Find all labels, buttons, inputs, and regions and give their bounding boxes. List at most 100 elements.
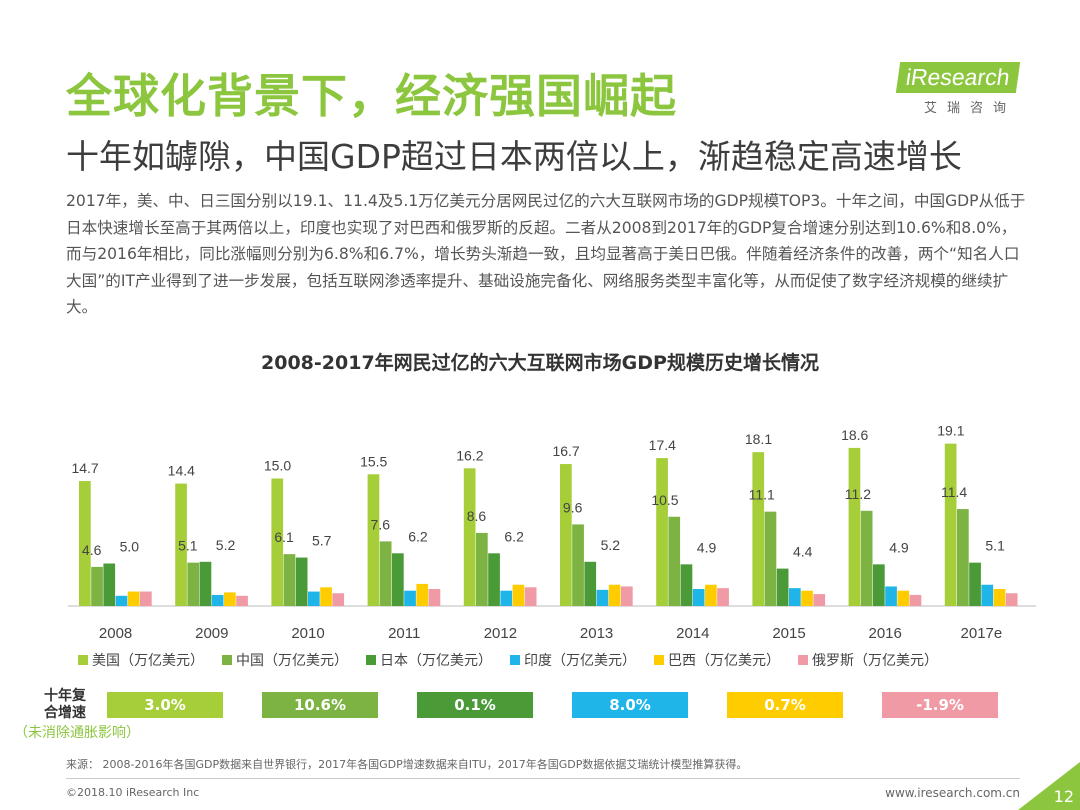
bar-us-2011: [367, 474, 380, 606]
page-number-badge: 12: [1018, 762, 1080, 810]
cagr-box-india: 8.0%: [572, 692, 688, 718]
data-label-us-2015: 18.1: [745, 431, 772, 447]
cagr-box-us: 3.0%: [107, 692, 223, 718]
bar-china-2012: [476, 532, 488, 606]
bar-japan-2009: [199, 561, 212, 606]
bar-india-2012: [500, 590, 513, 606]
bar-brazil-2008: [127, 591, 140, 606]
bar-brazil-2010: [320, 587, 332, 606]
data-label-japan-2009: 5.2: [216, 537, 236, 553]
bar-brazil-2012: [512, 584, 525, 606]
copyright: ©2018.10 iResearch Inc: [66, 786, 200, 799]
legend-item-us: 美国（万亿美元）: [78, 650, 204, 670]
bar-japan-2011: [392, 553, 404, 606]
bar-us-2012: [463, 468, 476, 606]
bar-china-2009: [187, 562, 200, 606]
data-label-japan-2017e: 5.1: [985, 538, 1005, 554]
legend-label-us: 美国（万亿美元）: [92, 653, 204, 669]
cagr-box-russia: -1.9%: [882, 692, 998, 718]
legend-label-russia: 俄罗斯（万亿美元）: [812, 653, 938, 669]
data-label-us-2012: 16.2: [456, 447, 483, 463]
data-label-japan-2016: 4.9: [889, 539, 909, 555]
bar-china-2013: [572, 524, 584, 606]
legend-item-china: 中国（万亿美元）: [222, 650, 348, 670]
source-note: 来源： 2008-2016年各国GDP数据来自世界银行，2017年各国GDP增速…: [66, 758, 748, 771]
bar-russia-2012: [524, 587, 537, 606]
data-label-us-2016: 18.6: [841, 427, 868, 443]
bar-japan-2013: [584, 561, 597, 606]
bar-china-2016: [860, 510, 873, 606]
bar-russia-2014: [717, 588, 729, 606]
bar-russia-2008: [140, 591, 152, 606]
bar-brazil-2011: [416, 583, 429, 606]
x-tick-label-2008: 2008: [99, 625, 132, 642]
gdp-bar-chart: 14.7 4.6 5.0 2008 14.4 5.1 5.2 2009 15.0 6.1 5.7 20…: [68, 423, 1036, 642]
x-tick-label-2015: 2015: [772, 625, 805, 642]
cagr-box-brazil: 0.7%: [727, 692, 843, 718]
cagr-label: 十年复 合增速: [20, 688, 110, 722]
bar-brazil-2009: [224, 592, 236, 606]
bar-brazil-2013: [608, 584, 621, 606]
bar-russia-2013: [621, 586, 633, 606]
bar-india-2010: [308, 591, 320, 606]
x-tick-label-2014: 2014: [676, 625, 709, 642]
bar-japan-2008: [103, 563, 116, 606]
cagr-label-line2: 合增速: [44, 705, 86, 721]
bar-us-2010: [271, 478, 284, 606]
bar-brazil-2017e: [993, 589, 1006, 606]
legend-item-india: 印度（万亿美元）: [510, 650, 636, 670]
x-tick-label-2011: 2011: [388, 625, 420, 642]
legend-label-india: 印度（万亿美元）: [524, 653, 636, 669]
legend-label-brazil: 巴西（万亿美元）: [668, 653, 780, 669]
bar-japan-2015: [776, 568, 789, 606]
bar-india-2015: [789, 588, 801, 606]
data-label-us-2011: 15.5: [360, 453, 387, 469]
bar-china-2010: [283, 554, 296, 606]
bar-brazil-2014: [705, 584, 717, 606]
bar-russia-2010: [332, 593, 345, 606]
chart-legend: 美国（万亿美元） 中国（万亿美元） 日本（万亿美元） 印度（万亿美元） 巴西（万…: [78, 650, 938, 670]
bar-india-2013: [596, 589, 609, 606]
data-label-us-2014: 17.4: [649, 437, 676, 453]
bar-russia-2016: [909, 594, 922, 606]
x-tick-label-2009: 2009: [195, 625, 228, 642]
x-tick-label-2010: 2010: [291, 625, 324, 642]
data-label-japan-2014: 4.9: [697, 539, 717, 555]
legend-label-china: 中国（万亿美元）: [236, 653, 348, 669]
body-paragraph: 2017年，美、中、日三国分别以19.1、11.4及5.1万亿美元分居网民过亿的…: [66, 192, 1026, 316]
data-label-japan-2013: 5.2: [601, 537, 621, 553]
website-link[interactable]: www.iresearch.com.cn: [885, 786, 1020, 800]
cagr-label-line1: 十年复: [44, 688, 86, 704]
iresearch-logo: iResearch 艾瑞咨询: [888, 62, 1021, 116]
data-label-us-2013: 16.7: [552, 443, 579, 459]
bar-us-2009: [175, 483, 187, 606]
legend-swatch-russia: [798, 655, 808, 665]
data-label-china-2009: 5.1: [178, 538, 198, 554]
bar-japan-2010: [295, 557, 308, 606]
data-label-china-2013: 9.6: [563, 499, 583, 515]
legend-swatch-china: [222, 655, 232, 665]
data-label-japan-2011: 6.2: [408, 528, 428, 544]
data-label-china-2014: 10.5: [651, 492, 678, 508]
bar-japan-2012: [488, 553, 500, 606]
bar-us-2015: [752, 452, 765, 606]
legend-item-japan: 日本（万亿美元）: [366, 650, 492, 670]
data-label-china-2008: 4.6: [82, 542, 102, 558]
data-label-china-2015: 11.1: [749, 487, 775, 503]
cagr-note: （未消除通胀影响）: [14, 725, 140, 741]
legend-item-russia: 俄罗斯（万亿美元）: [798, 650, 938, 670]
data-label-us-2008: 14.7: [71, 460, 98, 476]
bar-india-2017e: [981, 584, 994, 606]
data-label-china-2010: 6.1: [274, 529, 294, 545]
bar-india-2011: [404, 590, 416, 606]
bar-brazil-2015: [801, 590, 813, 606]
data-label-us-2010: 15.0: [264, 458, 291, 474]
data-label-china-2012: 8.6: [467, 508, 487, 524]
page-number: 12: [1053, 787, 1074, 806]
bar-brazil-2016: [897, 590, 910, 606]
bar-us-2016: [848, 447, 861, 606]
bar-china-2015: [764, 511, 777, 606]
bar-japan-2016: [873, 564, 885, 606]
legend-item-brazil: 巴西（万亿美元）: [654, 650, 780, 670]
bar-india-2016: [885, 586, 897, 606]
